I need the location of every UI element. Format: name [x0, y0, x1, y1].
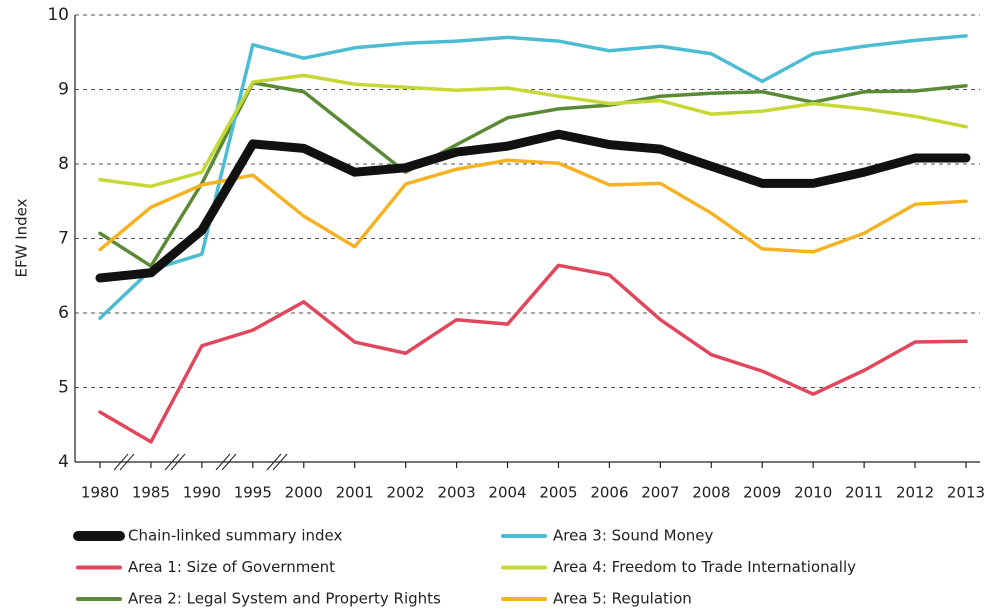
- x-tick-label: 2010: [794, 484, 832, 502]
- y-tick-label: 10: [47, 5, 69, 25]
- x-tick-label: 2007: [641, 484, 679, 502]
- x-tick-label: 2009: [743, 484, 781, 502]
- y-tick-label: 8: [58, 154, 69, 174]
- x-tick-label: 2000: [285, 484, 323, 502]
- legend-label: Chain-linked summary index: [128, 527, 342, 545]
- series-line: [98, 263, 968, 444]
- legend-label: Area 5: Regulation: [553, 590, 692, 608]
- x-tick-label: 1980: [81, 484, 119, 502]
- legend-label: Area 1: Size of Government: [128, 558, 335, 576]
- legend-label: Area 3: Sound Money: [553, 527, 714, 545]
- series-line: [98, 158, 968, 254]
- legend-label: Area 4: Freedom to Trade Internationally: [553, 558, 856, 576]
- x-tick-label: 2005: [539, 484, 577, 502]
- y-tick-label: 7: [58, 229, 69, 249]
- x-tick-label: 2006: [590, 484, 628, 502]
- series-line: [95, 129, 971, 283]
- x-tick-label: 2003: [437, 484, 475, 502]
- x-tick-label: 2012: [896, 484, 934, 502]
- series-line: [98, 73, 968, 189]
- y-axis-label: EFW Index: [13, 198, 31, 277]
- x-tick-label: 2008: [692, 484, 730, 502]
- x-tick-label: 1995: [234, 484, 272, 502]
- y-tick-label: 5: [58, 378, 69, 398]
- x-tick-label: 1985: [132, 484, 170, 502]
- x-tick-label: 2002: [387, 484, 425, 502]
- legend-label: Area 2: Legal System and Property Rights: [128, 590, 441, 608]
- x-tick-label: 1990: [183, 484, 221, 502]
- x-tick-label: 2001: [336, 484, 374, 502]
- y-tick-label: 4: [58, 452, 69, 472]
- x-tick-label: 2013: [947, 484, 985, 502]
- y-tick-label: 9: [58, 80, 69, 100]
- x-tick-label: 2004: [488, 484, 526, 502]
- y-tick-label: 6: [58, 303, 69, 323]
- series-line: [98, 34, 968, 320]
- x-tick-label: 2011: [845, 484, 883, 502]
